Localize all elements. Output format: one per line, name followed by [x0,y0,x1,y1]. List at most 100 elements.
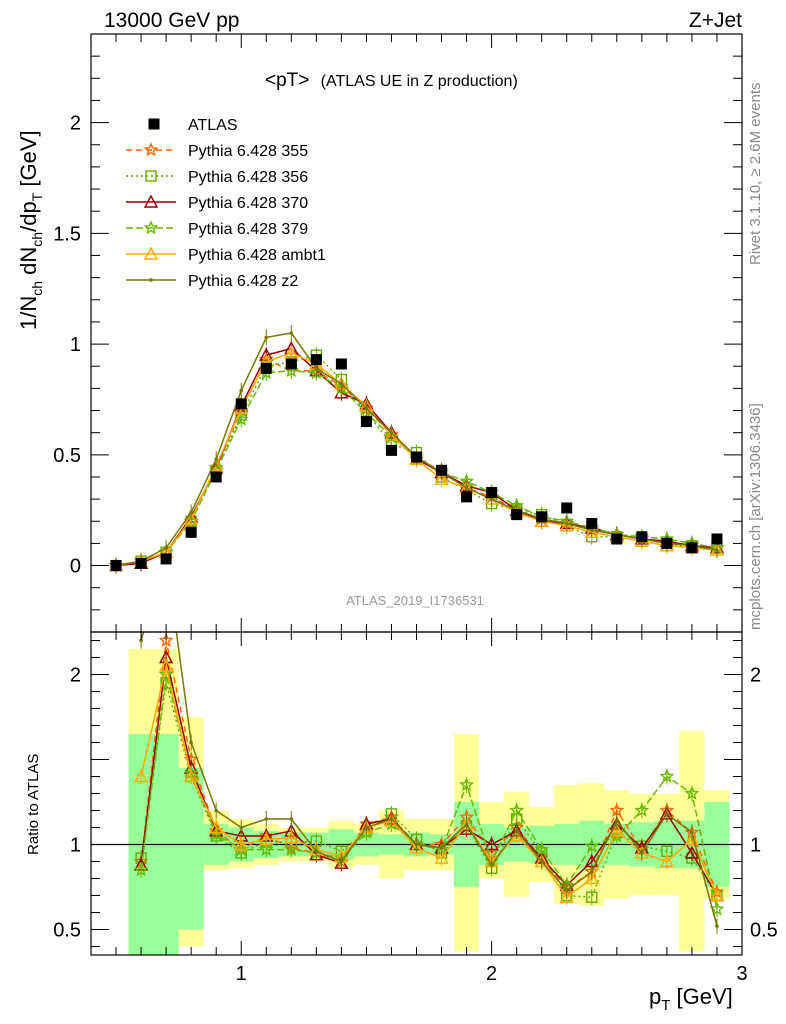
plot-title: <pT> [265,70,309,91]
ratio-data-point [390,817,394,821]
ratio-data-point [189,741,193,745]
main-data-point [390,431,394,435]
atlas-data-point [136,558,147,569]
ratio-data-point [565,889,569,893]
ratio-data-point [415,843,419,847]
header-process-label: Z+Jet [689,9,742,32]
atlas-data-point [661,538,672,549]
main-ylabel: 1/Nch dNch/dpT [GeV] [16,130,45,330]
atlas-data-point [636,531,647,542]
ratio-data-point [515,829,519,833]
ratio-ylabel: Ratio to ATLAS [25,754,42,855]
ratio-data-point [465,822,469,826]
ratio-data-point [715,924,719,928]
atlas-data-point [511,509,522,520]
ratio-data-point [665,812,669,816]
legend-label: Pythia 6.428 ambt1 [188,247,326,264]
main-data-point [715,548,719,552]
ratio-data-point [690,831,694,835]
main-data-point [365,407,369,411]
ratio-data-point [264,817,268,821]
atlas-data-point [111,560,122,571]
y-tick-label: 0.5 [53,445,81,467]
legend-label: Pythia 6.428 370 [188,195,308,212]
x-tick-label: 1 [236,963,247,985]
stat-band [179,768,204,930]
main-data-point [164,546,168,550]
ratio-y-tick-label-right: 0.5 [750,920,778,942]
atlas-data-point [486,487,497,498]
ratio-data-point [239,826,243,830]
main-data-point [290,331,294,335]
ratio-data-point [340,860,344,864]
main-series-layer [110,325,723,574]
ratio-data-point [214,809,218,813]
main-data-point [315,367,319,371]
ratio-y-tick-label: 2 [70,665,81,687]
legend-marker [149,278,153,282]
main-data-point [340,382,344,386]
ratio-data-point [615,819,619,823]
ratio-data-point [290,817,294,821]
analysis-watermark: ATLAS_2019_I1736531 [346,593,484,608]
atlas-data-point [536,511,547,522]
ratio-data-point [490,863,494,867]
main-data-point [565,522,569,526]
ratio-y-tick-label-right: 2 [750,665,761,687]
main-data-point [264,336,268,340]
atlas-data-point [186,527,197,538]
legend-label-atlas: ATLAS [188,117,238,134]
svg-text:<pT> (ATLAS UE in Z produc: <pT> (ATLAS UE in Z production) [265,70,518,91]
y-tick-label: 1 [70,334,81,356]
atlas-data-point [386,445,397,456]
ratio-data-point [440,846,444,850]
y-tick-label: 1.5 [53,223,81,245]
atlas-data-point [411,452,422,463]
rivet-info-label: Rivet 3.1.10, ≥ 2.6M events [747,83,764,266]
atlas-data-point [611,533,622,544]
atlas-data-point [211,471,222,482]
atlas-data-point [461,491,472,502]
ratio-uncertainty-bands [129,649,730,955]
legend-label: Pythia 6.428 z2 [188,273,298,290]
ratio-y-tick-label: 0.5 [53,920,81,942]
ratio-data-point [365,826,369,830]
atlas-data-point [311,354,322,365]
y-tick-label: 2 [70,113,81,135]
legend: ATLAS Pythia 6.428 355 Pythia 6.428 356 Pyt… [126,117,326,290]
mcplots-info-label: mcplots.cern.ch [arXiv:1306.3436] [747,403,764,630]
atlas-data-point [561,502,572,513]
x-tick-label: 2 [486,963,497,985]
ratio-y-tick-label-right: 1 [750,835,761,857]
legend-label: Pythia 6.428 356 [188,169,308,186]
atlas-data-point [161,553,172,564]
legend-label: Pythia 6.428 355 [188,143,308,160]
atlas-data-point [236,398,247,409]
legend-atlas-marker [149,119,160,130]
main-series-z2 [114,325,719,574]
ratio-data-point [540,860,544,864]
main-series-379 [110,363,722,574]
atlas-data-point [586,518,597,529]
atlas-data-point [686,542,697,553]
atlas-data-point [436,465,447,476]
ratio-data-point [590,870,594,874]
atlas-data-point [261,363,272,374]
ratio-data-point [315,850,319,854]
chart-canvas: 13000 GeV pp Z+Jet Rivet 3.1.10, ≥ 2.6M … [0,0,786,1024]
x-tick-label: 3 [736,963,747,985]
atlas-data-point [361,416,372,427]
legend-label: Pythia 6.428 379 [188,221,308,238]
main-data-point [214,457,218,461]
main-data-point [239,389,243,393]
xaxis-title: pT [GeV] [649,984,733,1014]
atlas-data-point [336,359,347,370]
y-tick-label: 0 [70,556,81,578]
plot-subtitle: (ATLAS UE in Z production) [321,73,518,90]
atlas-data-point [286,359,297,370]
header-energy-label: 13000 GeV pp [104,9,239,32]
main-data-point [465,486,469,490]
svg-text:1/Nch dNch/dpT [GeV]: 1/Nch dNch/dpT [GeV] [16,130,45,330]
main-data-point [189,511,193,515]
ratio-data-point [640,851,644,855]
